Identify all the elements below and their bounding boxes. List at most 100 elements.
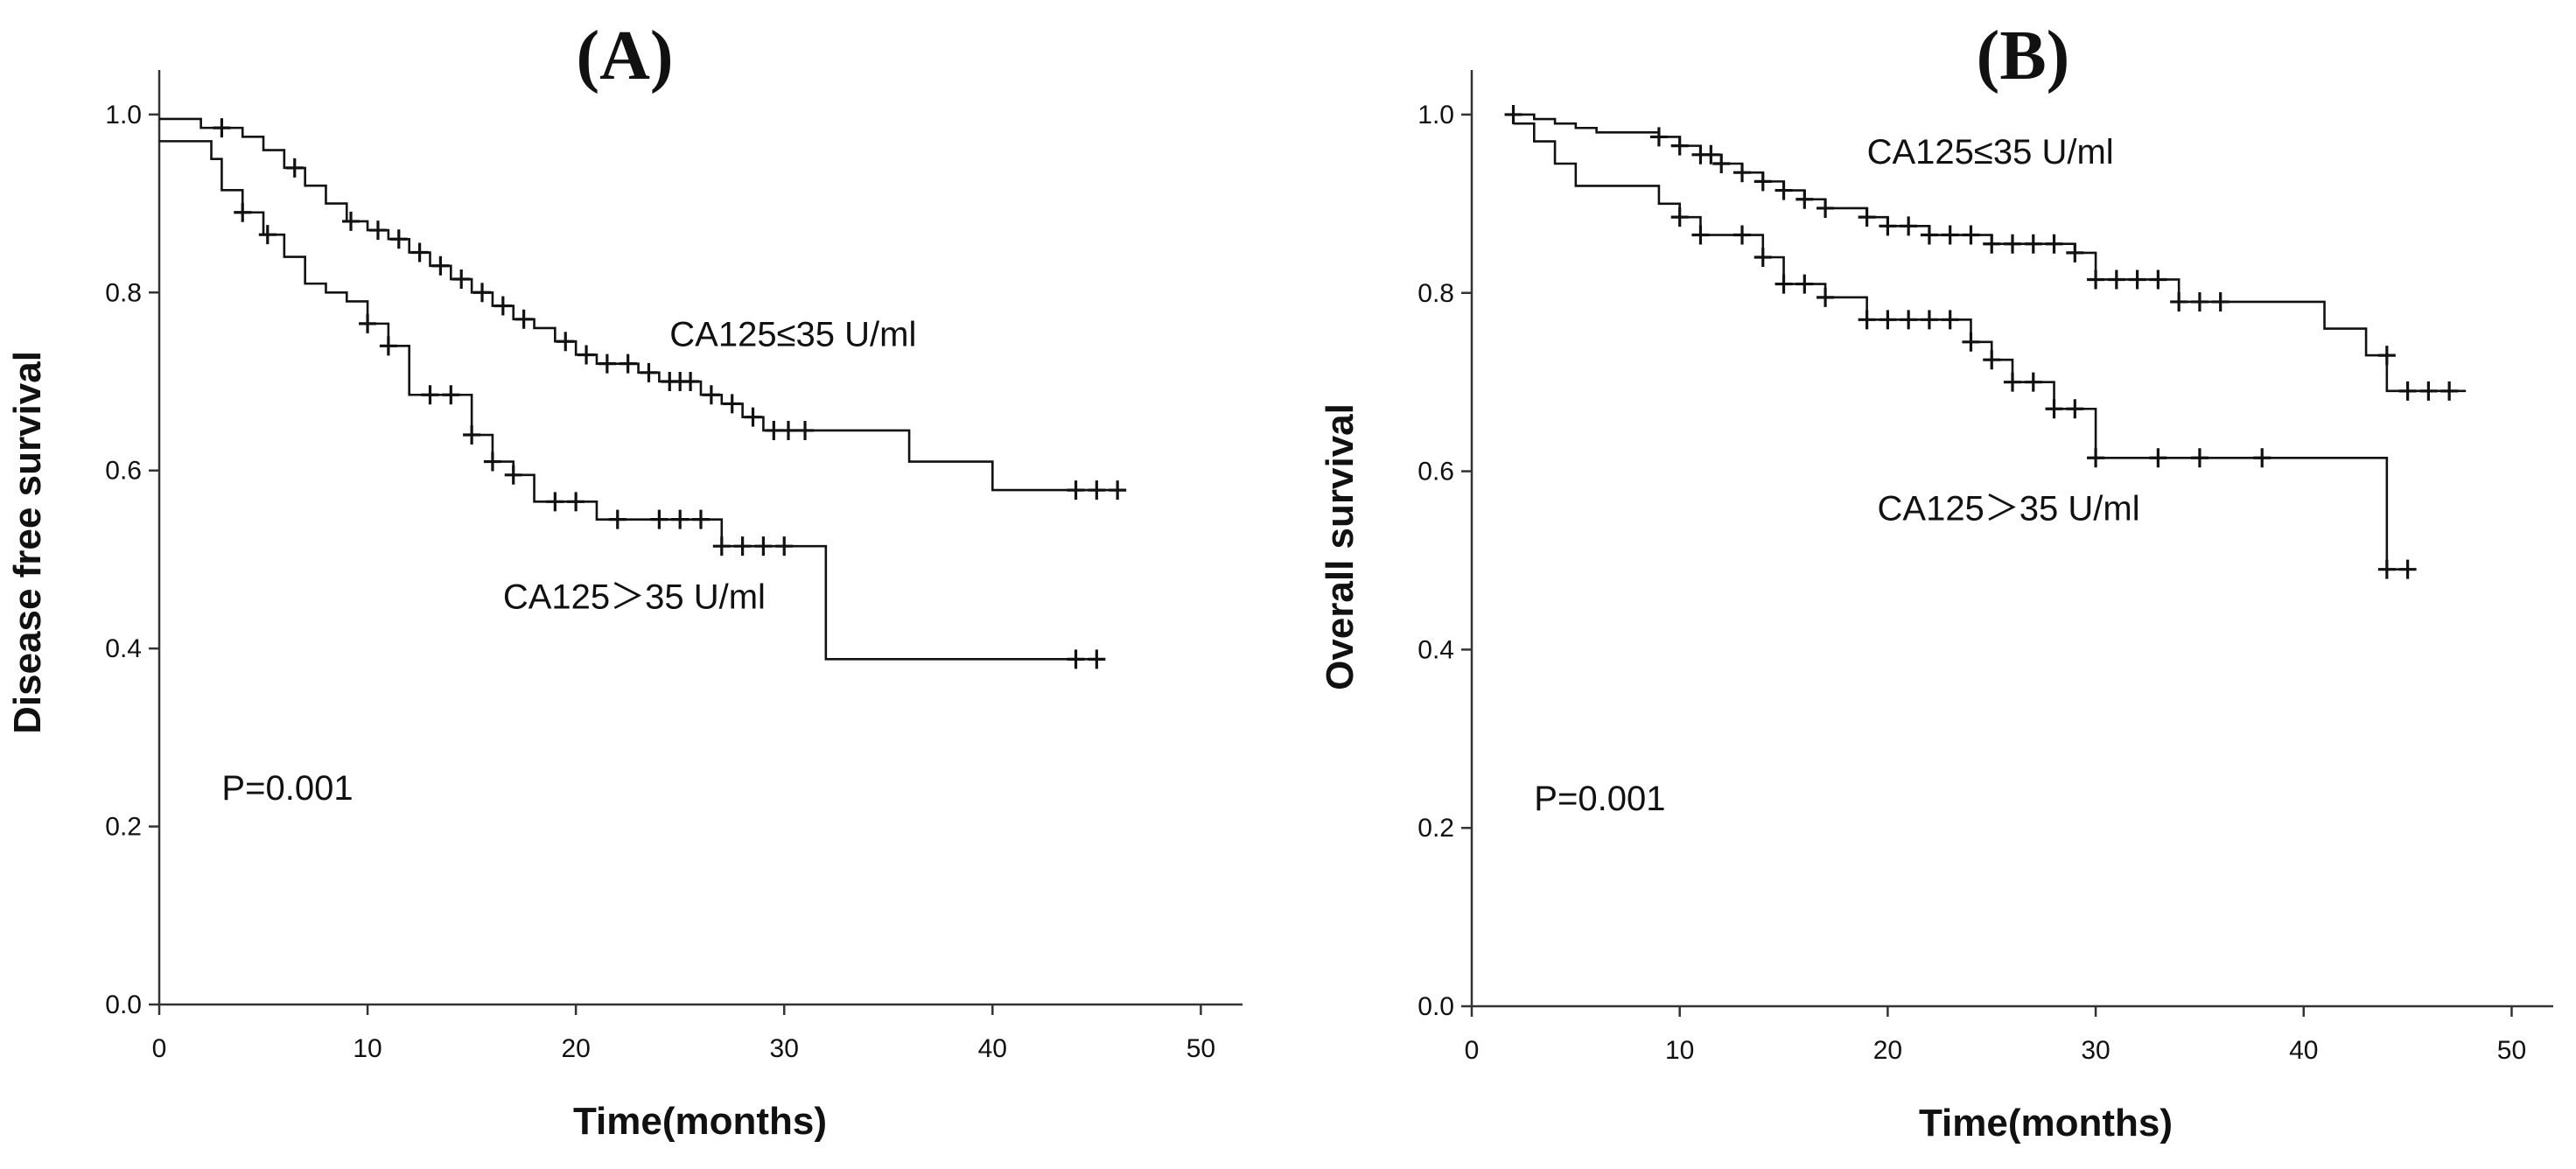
censor-mark <box>431 256 450 276</box>
censor-mark <box>671 509 690 529</box>
x-tick-label: 0 <box>1465 1036 1480 1065</box>
y-tick-label: 0.2 <box>1418 814 1454 843</box>
y-axis-label: Disease free survival <box>6 351 49 734</box>
group-label: CA125≤35 U/ml <box>669 315 916 354</box>
y-tick-label: 0.0 <box>1418 992 1454 1021</box>
censor-mark <box>1754 248 1772 267</box>
censor-mark <box>556 332 575 352</box>
y-tick-label: 0.8 <box>105 278 142 307</box>
censor-mark <box>2107 270 2125 290</box>
censor-mark <box>1816 198 1835 218</box>
censor-mark <box>702 385 720 405</box>
censor-mark <box>1670 136 1689 156</box>
censor-mark <box>2004 234 2021 254</box>
censor-mark <box>1702 144 1720 164</box>
censor-mark <box>1774 274 1793 294</box>
censor-mark <box>2398 559 2417 579</box>
censor-mark <box>1920 310 1938 330</box>
group-label: CA125≤35 U/ml <box>1867 133 2114 172</box>
censor-mark <box>2045 399 2063 419</box>
censor-mark <box>234 202 252 222</box>
censor-mark <box>1941 310 1959 330</box>
x-tick-label: 0 <box>152 1034 167 1063</box>
panel-title: (B) <box>1977 18 2070 94</box>
censor-mark <box>1962 225 1980 245</box>
censor-mark <box>640 362 658 382</box>
censor-mark <box>483 452 501 472</box>
censor-mark <box>546 492 564 512</box>
censor-mark <box>2149 270 2167 290</box>
censor-mark <box>1067 480 1085 500</box>
x-axis-label: Time(months) <box>573 1100 827 1143</box>
censor-mark <box>359 313 377 333</box>
censor-mark <box>1920 225 1938 245</box>
group-label: CA125＞35 U/ml <box>503 578 766 616</box>
x-tick-label: 10 <box>353 1034 382 1063</box>
censor-mark <box>342 211 360 231</box>
censor-mark <box>213 118 231 138</box>
censor-mark <box>1649 127 1668 147</box>
y-tick-label: 0.4 <box>105 634 142 663</box>
censor-mark <box>504 465 522 485</box>
censor-mark <box>1962 332 1980 352</box>
censor-mark <box>1670 207 1689 228</box>
censor-mark <box>1983 350 2001 370</box>
censor-mark <box>1733 163 1751 183</box>
panel-b: (B) 0.0 0.2 0.4 0.6 0.8 1.0 0 10 20 30 40 50 Time(mon… <box>1319 18 2553 1144</box>
censor-mark <box>1088 480 1106 500</box>
censor-mark <box>723 394 741 414</box>
x-tick-label: 50 <box>1186 1034 1215 1063</box>
y-tick-label: 0.6 <box>1418 458 1454 486</box>
x-tick-label: 20 <box>561 1034 590 1063</box>
y-tick-label: 1.0 <box>1418 101 1454 130</box>
y-tick-label: 0.4 <box>1418 635 1454 664</box>
survival-curve-low-ca125 <box>159 117 1124 492</box>
x-axis-label: Time(months) <box>1919 1102 2173 1144</box>
p-value-label: P=0.001 <box>1534 780 1665 818</box>
censor-mark <box>1983 234 2001 254</box>
censor-mark <box>389 229 408 249</box>
censor-mark <box>2419 381 2438 401</box>
censor-mark <box>379 336 397 356</box>
censor-mark <box>1754 172 1772 192</box>
censor-mark <box>733 536 752 556</box>
censor-mark <box>2190 291 2208 312</box>
censor-mark <box>2440 381 2459 401</box>
censor-mark <box>754 536 773 556</box>
x-tick-label: 40 <box>978 1034 1007 1063</box>
censor-mark <box>775 536 794 556</box>
censor-mark <box>1691 225 1710 245</box>
x-tick-label: 10 <box>1665 1036 1694 1065</box>
censor-mark <box>2128 270 2146 290</box>
x-tick-label: 50 <box>2497 1036 2526 1065</box>
censor-mark <box>2087 270 2105 290</box>
censor-mark <box>258 225 276 245</box>
censor-mark <box>1067 649 1085 669</box>
censor-mark <box>368 220 387 241</box>
censor-mark <box>410 242 429 262</box>
censor-mark <box>1941 225 1959 245</box>
censor-mark <box>1858 207 1876 228</box>
censor-mark <box>2398 381 2417 401</box>
censor-mark <box>1088 649 1106 669</box>
panel-title: (A) <box>576 18 673 94</box>
censor-mark <box>2024 372 2042 392</box>
x-tick-label: 30 <box>2081 1036 2110 1065</box>
censor-mark <box>2024 234 2042 254</box>
x-tick-label: 30 <box>770 1034 799 1063</box>
y-tick-label: 1.0 <box>105 101 142 130</box>
censor-mark <box>578 345 596 365</box>
censor-mark <box>682 372 700 391</box>
y-tick-label: 0.0 <box>105 990 142 1019</box>
censor-mark <box>2149 448 2167 468</box>
censor-mark <box>1774 180 1793 200</box>
censor-mark <box>598 354 616 374</box>
censor-mark <box>421 385 439 405</box>
y-tick-label: 0.8 <box>1418 279 1454 308</box>
censor-mark <box>2211 291 2230 312</box>
censor-mark <box>494 296 512 316</box>
censor-mark <box>463 425 481 445</box>
group-label: CA125＞35 U/ml <box>1878 490 2140 528</box>
censor-mark <box>1816 287 1835 307</box>
censor-mark <box>2066 399 2084 419</box>
